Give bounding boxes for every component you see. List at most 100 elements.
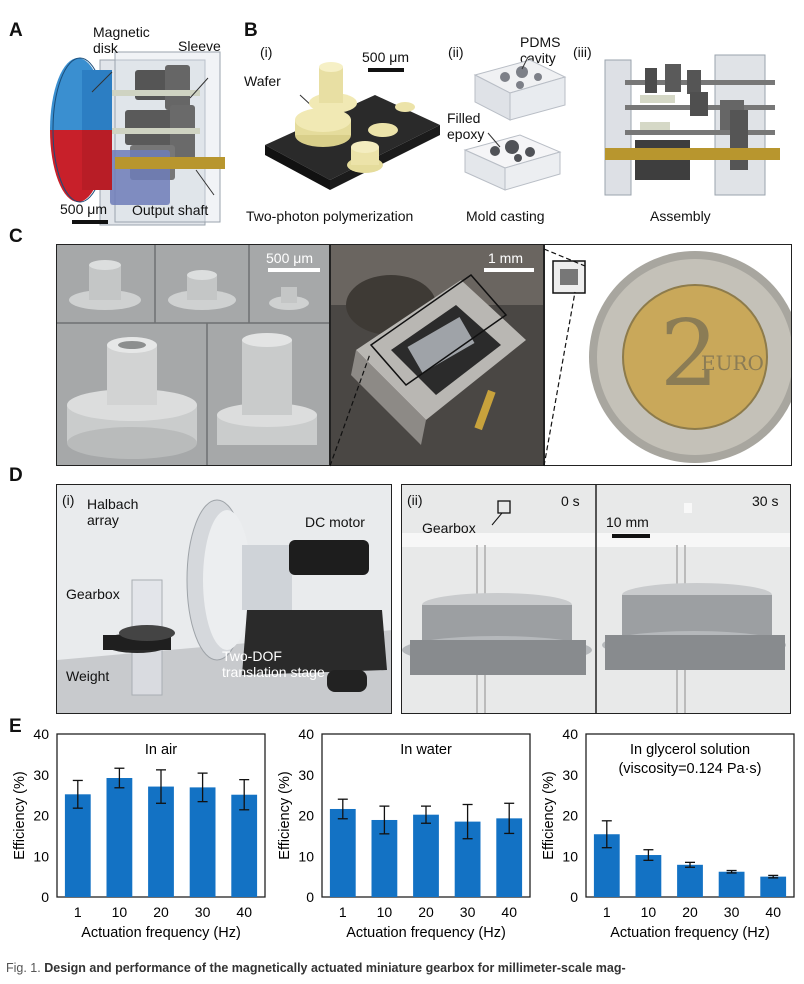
chart-1-ytick: 0 bbox=[41, 889, 49, 905]
panel-label-c: C bbox=[9, 226, 23, 247]
panel-label-d: D bbox=[9, 465, 23, 486]
scale-bar-label-d: 10 mm bbox=[606, 514, 649, 530]
mold-casting-render bbox=[463, 56, 567, 191]
coin-text: EURO bbox=[701, 351, 764, 375]
step-title-iii: Assembly bbox=[650, 208, 711, 224]
chart-2-bar bbox=[329, 808, 356, 897]
scale-bar-label-c-left: 500 μm bbox=[266, 250, 313, 266]
caption-text: Design and performance of the magnetical… bbox=[44, 961, 626, 975]
label-sleeve: Sleeve bbox=[178, 38, 221, 54]
step-roman-d-ii: (ii) bbox=[407, 492, 423, 508]
chart-1-bar bbox=[231, 794, 258, 897]
chart-3-bar bbox=[677, 864, 703, 897]
chart-1-title: In air bbox=[145, 742, 177, 758]
coin-photo: 2 EURO bbox=[544, 244, 792, 466]
chart-3-bar bbox=[718, 871, 745, 897]
chart-1-bar bbox=[148, 786, 174, 897]
figure-label: Fig. 1. bbox=[6, 961, 41, 975]
scale-bar-d bbox=[612, 534, 650, 538]
chart-1-bar bbox=[64, 794, 91, 897]
chart-1-bar bbox=[189, 787, 216, 897]
chart-3-xtick: 10 bbox=[641, 904, 657, 920]
gearbox-photo bbox=[330, 244, 544, 466]
label-filled-epoxy: Filled epoxy bbox=[447, 110, 485, 142]
chart-3-ylabel: Efficiency (%) bbox=[541, 771, 557, 859]
sem-gears-photo bbox=[56, 244, 330, 466]
panel-label-e: E bbox=[9, 716, 22, 737]
chart-2-ytick: 20 bbox=[298, 808, 314, 824]
chart-2-bar bbox=[413, 814, 439, 897]
label-halbach-array: Halbach array bbox=[87, 496, 139, 528]
chart-3-xlabel: Actuation frequency (Hz) bbox=[610, 925, 770, 941]
setup-photo bbox=[56, 484, 392, 714]
chart-1-xlabel: Actuation frequency (Hz) bbox=[81, 925, 241, 941]
chart-2-xtick: 30 bbox=[460, 904, 476, 920]
chart-1-ytick: 40 bbox=[33, 726, 49, 742]
chart-3-ytick: 20 bbox=[562, 808, 578, 824]
chart-2-ytick: 40 bbox=[298, 726, 314, 742]
scale-bar-b bbox=[368, 68, 404, 72]
chart-2-xtick: 1 bbox=[339, 904, 347, 920]
scale-bar-c-mid bbox=[484, 268, 534, 272]
label-dc-motor: DC motor bbox=[305, 514, 365, 530]
chart-2-xtick: 20 bbox=[418, 904, 434, 920]
step-title-ii: Mold casting bbox=[466, 208, 545, 224]
time-label-0s: 0 s bbox=[561, 493, 580, 509]
step-roman-i: (i) bbox=[260, 44, 273, 60]
chart-3-ytick: 10 bbox=[562, 848, 578, 864]
scale-bar-c-left bbox=[268, 268, 320, 272]
scale-bar-label-a: 500 μm bbox=[60, 201, 107, 217]
label-gearbox-d-ii: Gearbox bbox=[422, 520, 476, 536]
chart-3-xtick: 1 bbox=[603, 904, 611, 920]
time-label-30s: 30 s bbox=[752, 493, 779, 509]
two-photon-render bbox=[265, 62, 440, 190]
chart-2-title: In water bbox=[400, 742, 452, 758]
gearbox-3d-render bbox=[50, 51, 225, 226]
chart-3-xtick: 20 bbox=[682, 904, 698, 920]
label-wafer: Wafer bbox=[244, 73, 281, 89]
step-roman-iii: (iii) bbox=[573, 44, 592, 60]
chart-1-xtick: 40 bbox=[236, 904, 252, 920]
chart-2-xtick: 10 bbox=[377, 904, 393, 920]
chart-2-xtick: 40 bbox=[501, 904, 517, 920]
chart-2-ytick: 10 bbox=[298, 848, 314, 864]
chart-1-ytick: 30 bbox=[33, 767, 49, 783]
step-roman-ii: (ii) bbox=[448, 44, 464, 60]
panel-label-a: A bbox=[9, 20, 23, 41]
chart-3-title: In glycerol solution bbox=[630, 742, 750, 758]
label-translation-stage: Two-DOF translation stage bbox=[222, 648, 325, 680]
scale-bar-label-c-mid: 1 mm bbox=[488, 250, 523, 266]
chart-1-xtick: 1 bbox=[74, 904, 82, 920]
chart-2-ylabel: Efficiency (%) bbox=[277, 771, 293, 859]
chart-1-xtick: 10 bbox=[112, 904, 128, 920]
zoom-lines-c bbox=[330, 248, 586, 467]
chart-1-ytick: 10 bbox=[33, 848, 49, 864]
chart-3-ytick: 40 bbox=[562, 726, 578, 742]
assembly-render bbox=[604, 54, 780, 196]
chart-2-ytick: 0 bbox=[306, 889, 314, 905]
chart-3-title: (viscosity=0.124 Pa·s) bbox=[618, 761, 761, 777]
chart-3-bar bbox=[635, 855, 662, 897]
chart-3-xtick: 30 bbox=[724, 904, 740, 920]
lifting-frames-photo bbox=[401, 484, 791, 714]
chart-1-ytick: 20 bbox=[33, 808, 49, 824]
panel-label-b: B bbox=[244, 20, 258, 41]
coin-numeral: 2 bbox=[660, 300, 719, 407]
chart-1-ylabel: Efficiency (%) bbox=[12, 771, 28, 859]
chart-3-bar bbox=[760, 876, 787, 897]
chart-2-ytick: 30 bbox=[298, 767, 314, 783]
figure-caption: Fig. 1. Design and performance of the ma… bbox=[6, 961, 626, 975]
chart-1-bar bbox=[106, 778, 133, 897]
step-title-i: Two-photon polymerization bbox=[246, 208, 414, 224]
chart-2-xlabel: Actuation frequency (Hz) bbox=[346, 925, 506, 941]
scale-bar-label-b: 500 μm bbox=[362, 49, 409, 65]
label-output-shaft: Output shaft bbox=[132, 202, 209, 218]
chart-3-ytick: 0 bbox=[570, 889, 578, 905]
label-weight: Weight bbox=[66, 668, 110, 684]
label-magnetic-disk: Magnetic disk bbox=[93, 24, 150, 56]
chart-1-xtick: 30 bbox=[195, 904, 211, 920]
chart-3-xtick: 40 bbox=[765, 904, 781, 920]
label-gearbox-d-i: Gearbox bbox=[66, 586, 120, 602]
chart-1-xtick: 20 bbox=[153, 904, 169, 920]
